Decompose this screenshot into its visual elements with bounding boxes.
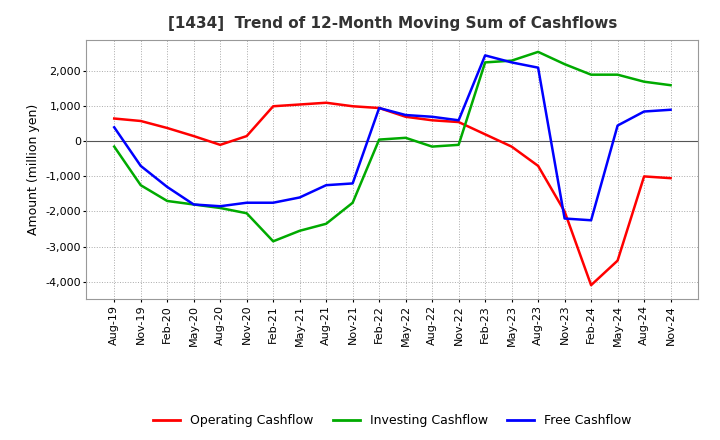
Operating Cashflow bbox=[189, 133, 198, 139]
Investing Cashflow bbox=[534, 49, 542, 55]
Operating Cashflow bbox=[375, 105, 384, 110]
Operating Cashflow bbox=[428, 117, 436, 123]
Free Cashflow bbox=[640, 109, 649, 114]
Investing Cashflow bbox=[163, 198, 171, 204]
Operating Cashflow bbox=[295, 102, 304, 107]
Line: Operating Cashflow: Operating Cashflow bbox=[114, 103, 670, 285]
Investing Cashflow bbox=[136, 183, 145, 188]
Operating Cashflow bbox=[163, 125, 171, 131]
Investing Cashflow bbox=[428, 144, 436, 149]
Legend: Operating Cashflow, Investing Cashflow, Free Cashflow: Operating Cashflow, Investing Cashflow, … bbox=[153, 414, 632, 428]
Operating Cashflow bbox=[560, 209, 569, 214]
Y-axis label: Amount (million yen): Amount (million yen) bbox=[27, 104, 40, 235]
Operating Cashflow bbox=[666, 176, 675, 181]
Investing Cashflow bbox=[322, 221, 330, 227]
Free Cashflow bbox=[295, 195, 304, 200]
Investing Cashflow bbox=[587, 72, 595, 77]
Investing Cashflow bbox=[454, 142, 463, 147]
Investing Cashflow bbox=[560, 62, 569, 67]
Investing Cashflow bbox=[666, 83, 675, 88]
Free Cashflow bbox=[375, 105, 384, 110]
Free Cashflow bbox=[189, 202, 198, 207]
Free Cashflow bbox=[136, 163, 145, 169]
Title: [1434]  Trend of 12-Month Moving Sum of Cashflows: [1434] Trend of 12-Month Moving Sum of C… bbox=[168, 16, 617, 32]
Operating Cashflow bbox=[454, 119, 463, 125]
Investing Cashflow bbox=[189, 202, 198, 207]
Free Cashflow bbox=[666, 107, 675, 112]
Investing Cashflow bbox=[295, 228, 304, 234]
Free Cashflow bbox=[481, 53, 490, 58]
Investing Cashflow bbox=[613, 72, 622, 77]
Operating Cashflow bbox=[613, 258, 622, 263]
Investing Cashflow bbox=[508, 58, 516, 63]
Free Cashflow bbox=[428, 114, 436, 119]
Operating Cashflow bbox=[243, 133, 251, 139]
Operating Cashflow bbox=[269, 103, 277, 109]
Line: Investing Cashflow: Investing Cashflow bbox=[114, 52, 670, 241]
Free Cashflow bbox=[508, 60, 516, 65]
Free Cashflow bbox=[269, 200, 277, 205]
Investing Cashflow bbox=[348, 200, 357, 205]
Investing Cashflow bbox=[269, 238, 277, 244]
Operating Cashflow bbox=[640, 174, 649, 179]
Investing Cashflow bbox=[640, 79, 649, 84]
Free Cashflow bbox=[560, 216, 569, 221]
Free Cashflow bbox=[110, 125, 119, 130]
Line: Free Cashflow: Free Cashflow bbox=[114, 55, 670, 220]
Investing Cashflow bbox=[375, 137, 384, 142]
Operating Cashflow bbox=[348, 103, 357, 109]
Investing Cashflow bbox=[401, 135, 410, 140]
Free Cashflow bbox=[613, 123, 622, 128]
Operating Cashflow bbox=[401, 114, 410, 119]
Free Cashflow bbox=[401, 112, 410, 117]
Operating Cashflow bbox=[322, 100, 330, 106]
Free Cashflow bbox=[243, 200, 251, 205]
Free Cashflow bbox=[587, 218, 595, 223]
Operating Cashflow bbox=[216, 142, 225, 147]
Free Cashflow bbox=[454, 117, 463, 123]
Investing Cashflow bbox=[243, 211, 251, 216]
Free Cashflow bbox=[534, 65, 542, 70]
Free Cashflow bbox=[216, 204, 225, 209]
Operating Cashflow bbox=[587, 282, 595, 288]
Free Cashflow bbox=[163, 184, 171, 190]
Investing Cashflow bbox=[216, 205, 225, 211]
Free Cashflow bbox=[348, 181, 357, 186]
Operating Cashflow bbox=[534, 163, 542, 169]
Free Cashflow bbox=[322, 183, 330, 188]
Operating Cashflow bbox=[508, 144, 516, 149]
Operating Cashflow bbox=[110, 116, 119, 121]
Operating Cashflow bbox=[481, 132, 490, 137]
Operating Cashflow bbox=[136, 118, 145, 124]
Investing Cashflow bbox=[481, 60, 490, 65]
Investing Cashflow bbox=[110, 144, 119, 149]
